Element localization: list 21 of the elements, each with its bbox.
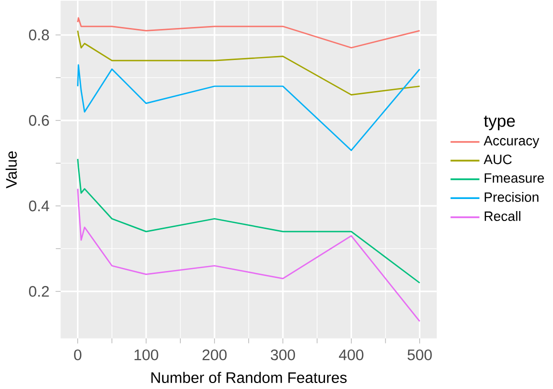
legend-title: type (484, 116, 515, 130)
x-tick-label: 300 (270, 350, 295, 360)
x-tick-label: 100 (134, 350, 158, 360)
legend-label: Accuracy (484, 136, 540, 148)
x-tick-label: 200 (202, 350, 227, 360)
y-tick-label: 0.2 (29, 286, 49, 297)
line-series (77, 188, 420, 322)
legend-label: Precision (484, 192, 538, 202)
x-tick-label: 400 (338, 350, 364, 360)
y-tick-label: 0.6 (29, 115, 49, 126)
y-axis-title: Value (6, 152, 17, 189)
legend-label: Fmeasure (484, 174, 544, 183)
line-series (77, 64, 420, 152)
y-tick-label: 0.8 (29, 30, 49, 41)
x-tick-label: 0 (74, 350, 82, 360)
legend-label: Recall (484, 211, 520, 222)
x-axis-title: Number of Random Features (151, 372, 347, 384)
y-tick-label: 0.4 (29, 200, 50, 212)
legend-label: AUC (484, 154, 512, 164)
line-series (77, 158, 420, 284)
x-tick-label: 500 (408, 350, 432, 360)
